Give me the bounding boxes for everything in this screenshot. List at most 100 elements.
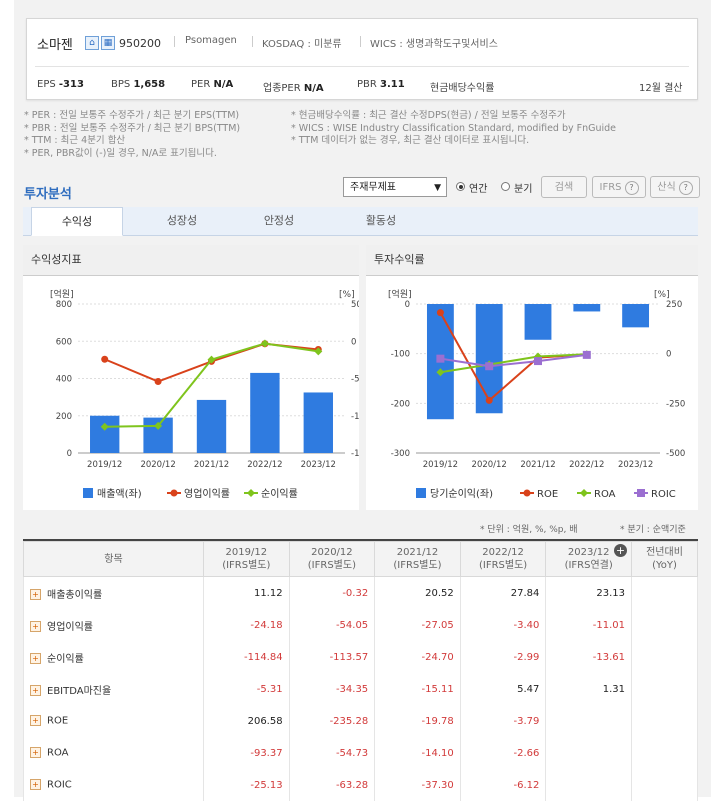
- search-button[interactable]: 검색: [541, 176, 587, 198]
- value-cell: -15.11: [374, 673, 461, 705]
- y2-tick-label: 250: [666, 300, 682, 310]
- point: [485, 396, 493, 404]
- x-tick-label: 2021/12: [520, 460, 555, 470]
- legend-marker: [637, 489, 645, 497]
- legend-label: 순이익률: [261, 488, 298, 500]
- value-cell: -0.32: [288, 576, 376, 609]
- x-tick-label: 2020/12: [472, 460, 507, 470]
- x-tick-label: 2019/12: [423, 460, 458, 470]
- bar: [250, 372, 280, 453]
- tab-activity[interactable]: 활동성: [365, 214, 397, 227]
- value-cell: -2.66: [459, 737, 547, 769]
- row-label: 영업이익률: [47, 621, 93, 633]
- expand-icon[interactable]: +: [30, 779, 41, 791]
- stat-bps: BPS 1,658: [111, 79, 166, 90]
- point: [485, 362, 494, 371]
- home-icon[interactable]: ⌂: [85, 36, 99, 50]
- point: [436, 309, 444, 317]
- legend-marker: [523, 489, 531, 497]
- right-unit-label: [%]: [654, 290, 670, 300]
- notes-right: * 현금배당수익률 : 최근 결산 수정DPS(현금) / 전일 보통주 수정주…: [291, 110, 616, 148]
- row-label-cell[interactable]: + ROE: [23, 705, 204, 737]
- note-line: * WICS : WISE Industry Classification St…: [291, 122, 617, 134]
- divider: [174, 36, 175, 47]
- profitability-chart: [억원] [%] 800 600 400 200 0 50 0 -50 -100 -150 2019/1…: [50, 288, 359, 500]
- expand-icon[interactable]: +: [30, 685, 41, 696]
- header-yoy-label: 전년대비: [646, 547, 683, 558]
- table-row: + ROE 206.58 -235.28 -19.78 -3.79: [23, 705, 698, 737]
- header-col-5: 2023/12 + (IFRS연결): [545, 541, 632, 577]
- value-cell: -113.57: [288, 641, 376, 673]
- table-header-row: 항목 2019/12 (IFRS별도) 2020/12 (IFRS별도) 2021/…: [23, 541, 698, 577]
- row-label-cell[interactable]: + 영업이익률: [23, 609, 204, 641]
- header-year: 2022/12: [482, 547, 524, 558]
- row-label-cell[interactable]: + 매출총이익률: [23, 576, 204, 609]
- value-cell: -24.70: [374, 641, 461, 673]
- ratio-table: 항목 2019/12 (IFRS별도) 2020/12 (IFRS별도) 2021/…: [23, 541, 698, 801]
- tab-stability[interactable]: 안정성: [263, 214, 295, 227]
- quarter-note: * 분기 : 순액기준: [620, 525, 686, 535]
- point: [436, 368, 445, 377]
- y2-tick-label: 50: [351, 300, 359, 310]
- value-cell: 206.58: [203, 705, 290, 737]
- point: [154, 378, 162, 386]
- point: [436, 354, 445, 363]
- value-cell: -19.78: [374, 705, 461, 737]
- header-yoy: 전년대비 (YoY): [631, 541, 698, 577]
- x-tick-label: 2022/12: [569, 460, 604, 470]
- value-cell: -2.99: [459, 641, 547, 673]
- stat-pbr: PBR 3.11: [357, 79, 405, 90]
- value-cell: -25.13: [203, 769, 290, 801]
- table-row: + 매출총이익률 11.12 -0.32 20.52 27.84 23.13: [23, 576, 698, 609]
- header-year: 2019/12: [225, 547, 268, 558]
- value-cell: -14.10: [374, 737, 461, 769]
- expand-icon[interactable]: +: [30, 715, 41, 727]
- value-cell: -6.12: [459, 769, 547, 801]
- y2-tick-label: -500: [666, 449, 685, 459]
- header-basis: (IFRS연결): [564, 560, 613, 571]
- help-icon: ?: [624, 181, 639, 195]
- x-tick-label: 2020/12: [140, 460, 175, 470]
- header-col-2: 2020/12 (IFRS별도): [288, 541, 376, 577]
- point: [260, 339, 269, 348]
- statement-select[interactable]: 주재무제표 ▼: [343, 177, 447, 197]
- y2-tick-label: -50: [351, 375, 359, 385]
- tab-growth[interactable]: 성장성: [166, 214, 198, 227]
- header-year: 2021/12: [396, 547, 439, 558]
- stat-eps: EPS -313: [37, 79, 84, 90]
- profitability-chart-panel: 수익성지표 [억원] [%] 800 600 400 200 0 50 0 -50 -100 -150…: [23, 245, 359, 510]
- value-cell: -54.05: [288, 609, 376, 641]
- yoy-cell: [631, 673, 698, 705]
- expand-icon[interactable]: +: [30, 747, 41, 759]
- expand-icon[interactable]: +: [30, 589, 41, 600]
- tab-profitability[interactable]: 수익성: [31, 207, 123, 236]
- building-icon[interactable]: ▦: [101, 36, 115, 50]
- add-column-icon[interactable]: +: [614, 544, 627, 557]
- expand-icon[interactable]: +: [30, 653, 41, 664]
- legend-swatch: [416, 488, 426, 498]
- series-line: [440, 353, 587, 374]
- row-label-cell[interactable]: + 순이익률: [23, 641, 204, 673]
- header-yoy-sub: (YoY): [652, 560, 677, 571]
- header-basis: (IFRS별도): [307, 560, 356, 571]
- radio-quarter[interactable]: [501, 182, 510, 191]
- note-line: * PER : 전일 보통주 수정주가 / 최근 분기 EPS(TTM): [24, 110, 240, 121]
- point: [534, 357, 542, 366]
- radio-annual[interactable]: [456, 182, 465, 191]
- return-chart-panel: 투자수익률 [억원] [%] 0 -100 -200 -300 250 0 -250 -500 20…: [366, 245, 698, 510]
- expand-icon[interactable]: +: [30, 621, 41, 632]
- ifrs-button[interactable]: IFRS?: [592, 176, 646, 198]
- value-cell: -27.05: [374, 609, 461, 641]
- value-cell: [545, 769, 632, 801]
- row-label-cell[interactable]: + ROIC: [23, 769, 204, 801]
- formula-button[interactable]: 산식?: [650, 176, 700, 198]
- yoy-cell: [631, 609, 698, 641]
- table-top-border: [23, 539, 698, 541]
- search-button-label: 검색: [554, 182, 574, 193]
- legend-marker: [580, 489, 588, 497]
- series-line: [439, 312, 587, 402]
- row-label-cell[interactable]: + EBITDA마진율: [23, 673, 204, 705]
- row-label-cell[interactable]: + ROA: [23, 737, 204, 769]
- value-cell: -5.31: [203, 673, 290, 705]
- series-line: [440, 353, 587, 368]
